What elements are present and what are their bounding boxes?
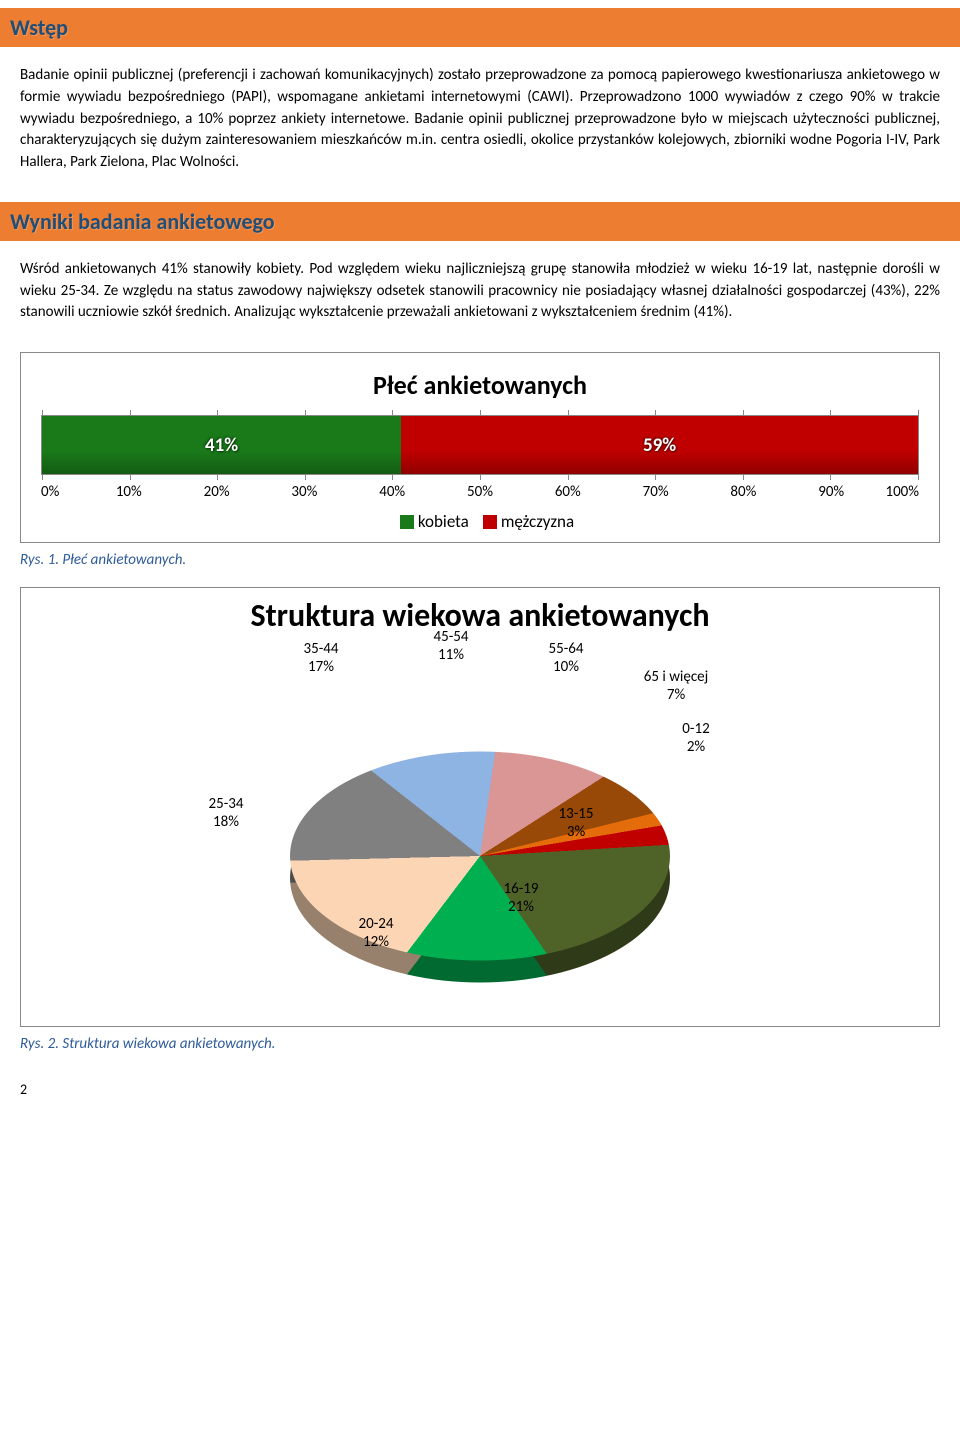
section-heading-results: Wyniki badania ankietowego bbox=[0, 202, 960, 241]
section-heading-intro: Wstęp bbox=[0, 8, 960, 47]
xaxis-label: 0% bbox=[41, 483, 59, 501]
pie-chart-title: Struktura wiekowa ankietowanych bbox=[31, 596, 929, 635]
xaxis-label: 70% bbox=[643, 483, 669, 501]
xaxis-label: 100% bbox=[885, 483, 919, 501]
xaxis-label: 40% bbox=[379, 483, 405, 501]
pie-chart-container: Struktura wiekowa ankietowanych 45-5411%… bbox=[20, 587, 940, 1027]
results-paragraph: Wśród ankietowanych 41% stanowiły kobiet… bbox=[20, 259, 940, 324]
pie-chart-disc bbox=[290, 752, 670, 961]
figure-2-caption: Rys. 2. Struktura wiekowa ankietowanych. bbox=[20, 1035, 940, 1053]
bar-segment: 41% bbox=[42, 416, 401, 474]
pie-slice-label: 20-2412% bbox=[358, 915, 393, 951]
bar-chart-xaxis: 0% 10% 20% 30% 40% 50% 60% 70% 80% 90% 100% bbox=[41, 483, 919, 505]
figure-1-caption: Rys. 1. Płeć ankietowanych. bbox=[20, 551, 940, 569]
bar-segment: 59% bbox=[401, 416, 918, 474]
xaxis-label: 90% bbox=[818, 483, 844, 501]
legend-label: mężczyzna bbox=[501, 511, 574, 532]
xaxis-label: 50% bbox=[467, 483, 493, 501]
pie-slice-label: 65 i więcej7% bbox=[644, 668, 708, 704]
pie-slice-label: 35-4417% bbox=[303, 640, 338, 676]
xaxis-label: 30% bbox=[291, 483, 317, 501]
pie-slice-label: 55-6410% bbox=[548, 640, 583, 676]
pie-slice-label: 16-1921% bbox=[503, 880, 538, 916]
xaxis-label: 60% bbox=[555, 483, 581, 501]
bar-chart-title: Płeć ankietowanych bbox=[41, 369, 919, 401]
legend-swatch bbox=[483, 515, 497, 529]
xaxis-label: 80% bbox=[730, 483, 756, 501]
legend-label: kobieta bbox=[418, 511, 469, 532]
bar-chart-container: Płeć ankietowanych 41%59% 0% 10% 20% 30% 40%… bbox=[20, 352, 940, 543]
page-number: 2 bbox=[20, 1081, 940, 1098]
intro-paragraph: Badanie opinii publicznej (preferencji i… bbox=[20, 65, 940, 174]
legend-swatch bbox=[400, 515, 414, 529]
bar-chart-legend: kobieta mężczyzna bbox=[41, 511, 919, 532]
xaxis-label: 20% bbox=[204, 483, 230, 501]
pie-slice-label: 13-153% bbox=[558, 805, 593, 841]
xaxis-label: 10% bbox=[116, 483, 142, 501]
pie-slice-label: 45-5411% bbox=[433, 628, 468, 664]
pie-slice-label: 0-122% bbox=[682, 720, 709, 756]
pie-chart-wrap bbox=[290, 666, 670, 1027]
pie-slice-label: 25-3418% bbox=[208, 795, 243, 831]
bar-chart-stacked-bar: 41%59% bbox=[41, 415, 919, 475]
